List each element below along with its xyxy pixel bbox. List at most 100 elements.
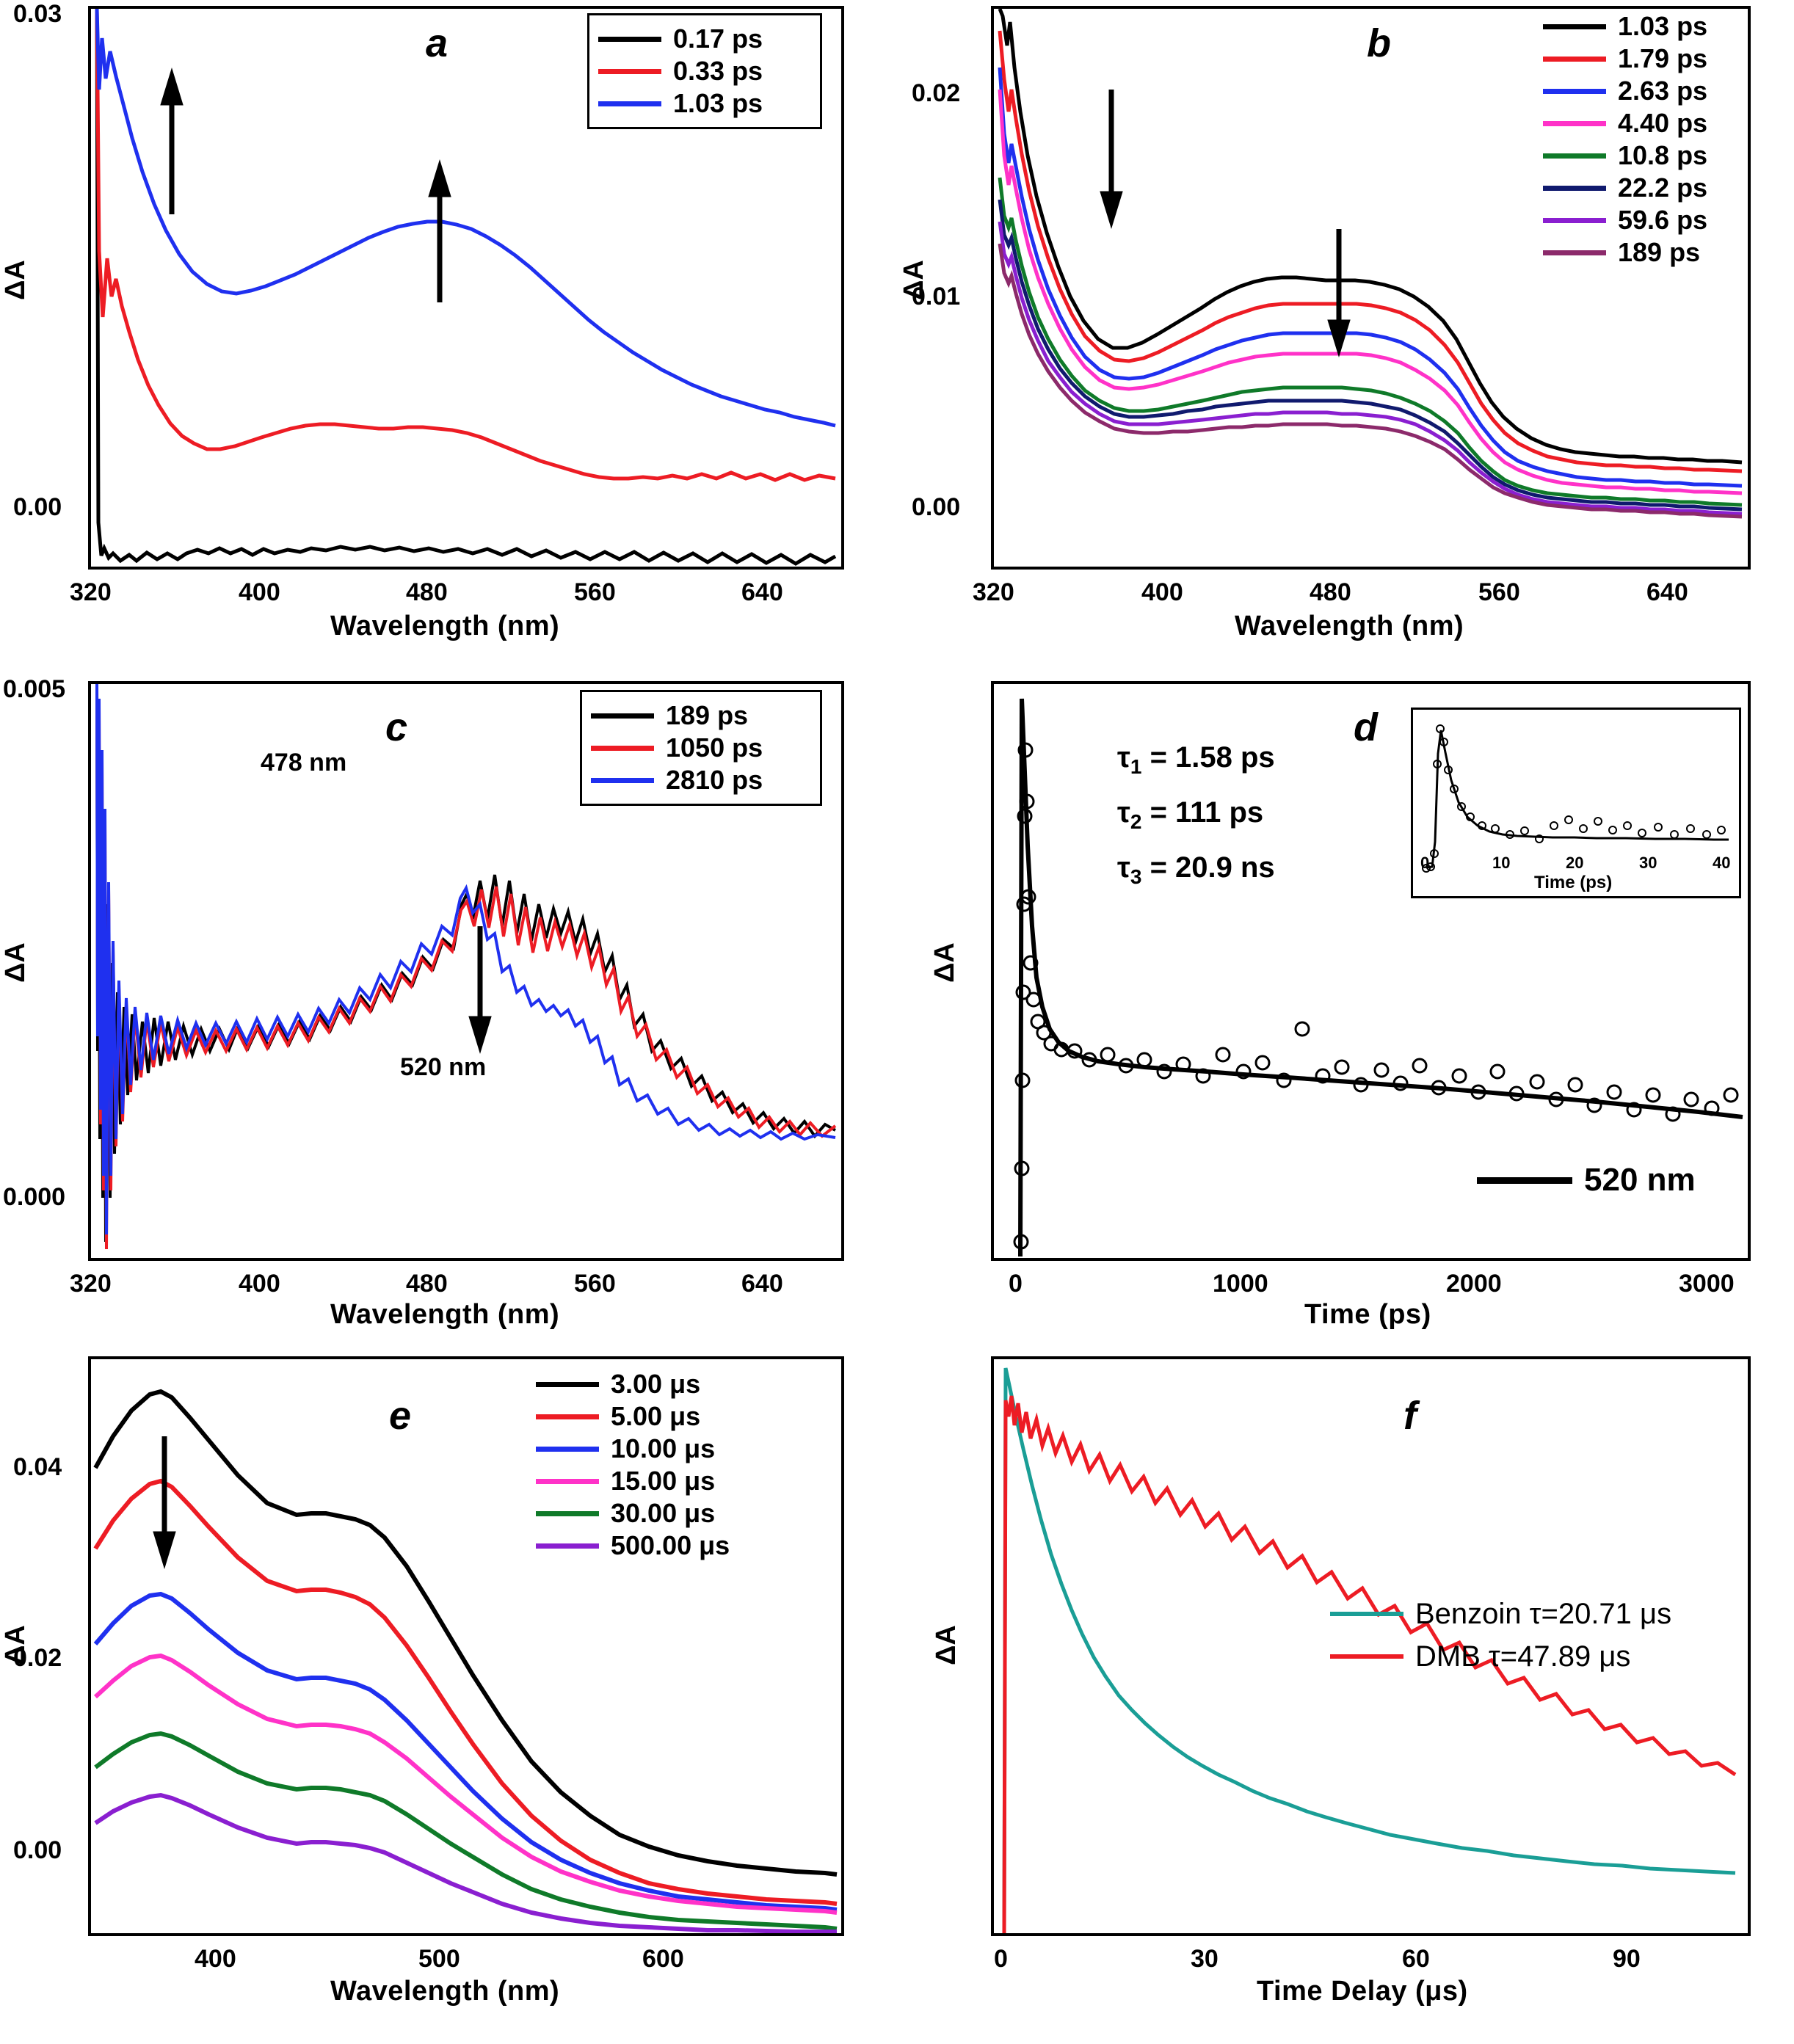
panel-f-xtick: 90: [1613, 1945, 1641, 1973]
legend-item: 15.00 μs: [536, 1465, 829, 1497]
legend-label: 30.00 μs: [611, 1498, 716, 1528]
series-3us: [93, 1389, 838, 1877]
legend-item: 10.00 μs: [536, 1433, 829, 1465]
series-2810ps: [95, 684, 836, 1235]
panel-c-xtick: 320: [70, 1270, 112, 1298]
legend-label: 4.40 ps: [1618, 108, 1708, 138]
legend-item: 1.03 ps: [1543, 10, 1785, 43]
series-440ps: [998, 89, 1743, 495]
tau-sub: 3: [1130, 865, 1142, 888]
legend-label: 1.03 ps: [673, 88, 763, 118]
panel-a-ylabel: ΔA: [0, 260, 31, 300]
inset-xtick: 20: [1566, 854, 1584, 872]
panel-d-ylabel: ΔA: [929, 942, 960, 983]
series-30us: [94, 1731, 838, 1931]
inset-xtick: 0: [1420, 854, 1430, 872]
panel-a-ytick-bottom: 0.00: [13, 493, 62, 521]
panel-c-xtick: 560: [574, 1270, 616, 1298]
panel-d-xlabel: Time (ps): [1304, 1299, 1431, 1330]
legend-label: 520 nm: [1584, 1162, 1696, 1198]
panel-e-ytick: 0.02: [13, 1644, 62, 1672]
legend-item: 0.33 ps: [598, 55, 808, 87]
panel-d-inset: 0 10 20 30 40 Time (ps): [1411, 708, 1741, 898]
legend-item: 189 ps: [1543, 236, 1785, 269]
panel-e-ytick: 0.04: [13, 1453, 62, 1481]
tau-value: = 111 ps: [1150, 796, 1264, 829]
series-5us: [93, 1478, 838, 1906]
panel-d-inset-svg: [1422, 724, 1729, 873]
panel-a-xtick: 640: [741, 578, 783, 606]
panel-d-svg: [1013, 698, 1743, 1257]
series-189ps: [998, 243, 1743, 519]
legend-label: 500.00 μs: [611, 1530, 730, 1560]
panel-d-xtick: 0: [1009, 1270, 1023, 1298]
tau-value: = 1.58 ps: [1150, 741, 1275, 774]
panel-a-xtick: 480: [406, 578, 448, 606]
panel-b-xtick: 480: [1310, 578, 1351, 606]
legend-swatch: [536, 1381, 599, 1387]
legend-item: 500.00 μs: [536, 1530, 829, 1562]
panel-f-letter: f: [1403, 1394, 1417, 1438]
legend-swatch: [536, 1510, 599, 1516]
legend-swatch: [1477, 1176, 1572, 1184]
legend-item: DMB τ=47.89 μs: [1330, 1635, 1741, 1678]
legend-swatch: [1543, 120, 1606, 126]
legend-swatch: [1543, 250, 1606, 255]
panel-b: b 1.03 ps 1.79 ps 2.63 ps 4.40 ps 10.8 p…: [897, 0, 1794, 641]
series-dmb: [1002, 1395, 1737, 1933]
panel-f-svg: [1002, 1367, 1737, 1933]
panel-f: f Benzoin τ=20.71 μs DMB τ=47.89 μs ΔA 0…: [897, 1350, 1794, 2044]
decay-data-points: [1013, 742, 1739, 1250]
series-189ps: [95, 684, 836, 1243]
panel-f-xlabel: Time Delay (μs): [1257, 1976, 1468, 2007]
panel-d-tau2: τ2 = 111 ps: [1117, 796, 1263, 834]
legend-swatch: [536, 1414, 599, 1419]
legend-swatch: [536, 1478, 599, 1484]
panel-c-xtick: 640: [741, 1270, 783, 1298]
panel-a-svg: [95, 9, 837, 566]
legend-label: 10.8 ps: [1618, 140, 1708, 170]
legend-item: 0.17 ps: [598, 23, 808, 55]
series-15us: [93, 1653, 838, 1915]
series-103ps: [95, 9, 836, 428]
panel-e-letter: e: [389, 1394, 412, 1438]
legend-item: 22.2 ps: [1543, 172, 1785, 204]
legend-item: 59.6 ps: [1543, 204, 1785, 236]
legend-swatch: [1330, 1612, 1403, 1616]
tau-symbol: τ: [1117, 796, 1130, 829]
panel-e-ytick: 0.00: [13, 1836, 62, 1864]
legend-label: 1.79 ps: [1618, 43, 1708, 73]
series-596ps: [998, 221, 1743, 516]
series-222ps: [998, 199, 1743, 512]
series-017ps: [95, 9, 837, 566]
panel-c-xtick: 480: [406, 1270, 448, 1298]
panel-a-legend: 0.17 ps 0.33 ps 1.03 ps: [587, 13, 822, 129]
panel-b-xtick: 400: [1141, 578, 1183, 606]
panel-b-ylabel: ΔA: [898, 260, 929, 300]
panel-f-xtick: 0: [994, 1945, 1008, 1973]
tau-symbol: τ: [1117, 741, 1130, 774]
legend-item: 10.8 ps: [1543, 139, 1785, 172]
tau-sub: 2: [1130, 810, 1142, 833]
legend-label: 0.17 ps: [673, 23, 763, 54]
series-108ps: [998, 177, 1743, 507]
legend-label: 10.00 μs: [611, 1433, 716, 1463]
legend-swatch: [598, 36, 661, 42]
legend-item: 1050 ps: [591, 732, 808, 764]
legend-swatch: [536, 1543, 599, 1549]
panel-e-xtick: 500: [418, 1945, 460, 1973]
panel-e-ylabel: ΔA: [0, 1625, 31, 1665]
series-103ps: [998, 9, 1743, 465]
series-500us: [94, 1792, 837, 1933]
arrow-down-487: [1327, 229, 1351, 357]
legend-label: 5.00 μs: [611, 1401, 701, 1431]
panel-c-xlabel: Wavelength (nm): [330, 1299, 560, 1330]
panel-f-xtick: 60: [1402, 1945, 1430, 1973]
panel-b-legend: 1.03 ps 1.79 ps 2.63 ps 4.40 ps 10.8 ps …: [1543, 10, 1785, 269]
legend-item: 520 nm: [1477, 1160, 1726, 1201]
arrow-down-520: [468, 926, 492, 1054]
inset-data-points: [1422, 724, 1726, 873]
panel-b-letter: b: [1367, 21, 1391, 65]
legend-item: 1.79 ps: [1543, 43, 1785, 75]
